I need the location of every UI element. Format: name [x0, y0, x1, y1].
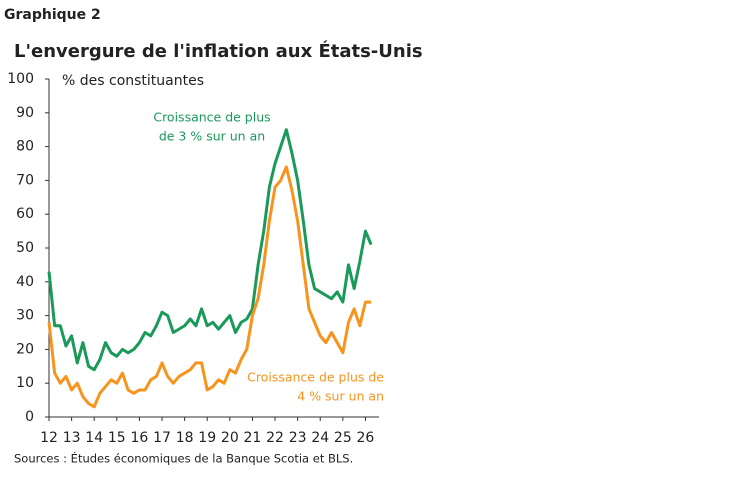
y-tick-label: 50 — [16, 240, 34, 256]
x-tick-label: 17 — [153, 430, 171, 446]
x-tick-label: 21 — [244, 430, 262, 446]
x-tick-label: 16 — [130, 430, 148, 446]
x-tick-label: 24 — [311, 430, 329, 446]
y-tick-label: 60 — [16, 206, 34, 222]
x-tick-label: 12 — [40, 430, 58, 446]
annotation: 4 % sur un an — [297, 389, 384, 404]
series-line — [47, 165, 372, 409]
series-line — [47, 128, 373, 372]
source: Sources : Études économiques de la Banqu… — [14, 451, 353, 466]
y-tick-label: 30 — [16, 308, 34, 324]
y-tick-label: 0 — [25, 409, 34, 425]
y-tick-label: 100 — [7, 71, 34, 87]
x-tick-label: 25 — [334, 430, 352, 446]
y-tick-label: 20 — [16, 341, 34, 357]
y-tick-label: 40 — [16, 274, 34, 290]
x-tick-label: 20 — [221, 430, 239, 446]
y-tick-label: 80 — [16, 139, 34, 155]
x-tick-label: 19 — [198, 430, 216, 446]
y-tick-label: 10 — [16, 375, 34, 391]
annotation: Croissance de plus de — [247, 370, 384, 385]
y-tick-label: 90 — [16, 105, 34, 121]
x-tick-label: 23 — [289, 430, 307, 446]
y-tick-label: 70 — [16, 172, 34, 188]
x-tick-label: 13 — [63, 430, 81, 446]
chart-title: L'envergure de l'inflation aux États-Uni… — [14, 40, 423, 62]
annotation: Croissance de plus — [153, 110, 270, 125]
x-tick-label: 14 — [85, 430, 103, 446]
kicker: Graphique 2 — [4, 7, 101, 23]
x-tick-label: 26 — [357, 430, 375, 446]
x-tick-label: 18 — [176, 430, 194, 446]
x-tick-label: 22 — [266, 430, 284, 446]
y-axis-label: % des constituantes — [62, 73, 204, 89]
annotation: de 3 % sur un an — [159, 129, 265, 144]
x-tick-label: 15 — [108, 430, 126, 446]
